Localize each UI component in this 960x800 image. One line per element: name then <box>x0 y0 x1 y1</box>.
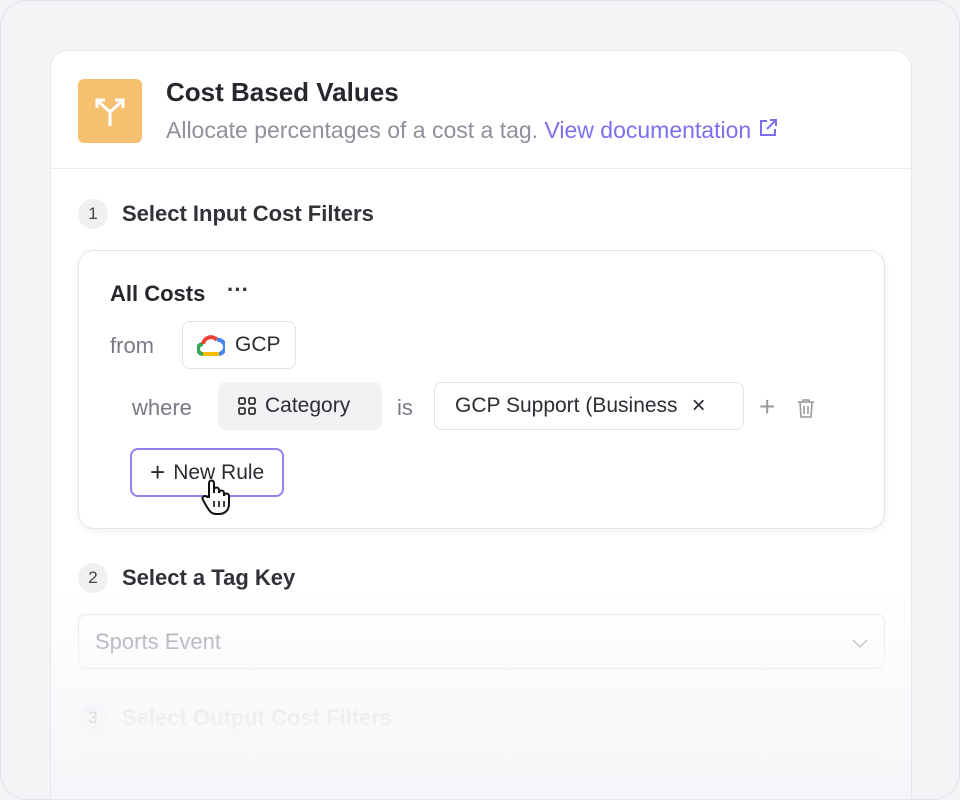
step-number: 2 <box>78 563 108 593</box>
plus-icon: + <box>150 457 166 487</box>
hand-cursor-icon <box>201 479 230 515</box>
step-1-heading: 1 Select Input Cost Filters <box>78 199 374 229</box>
field-select[interactable]: Category <box>218 382 382 430</box>
doc-link-text: View documentation <box>544 117 752 143</box>
page-subtitle: Allocate percentages of a cost a tag. Vi… <box>166 117 778 144</box>
tag-key-select[interactable]: Sports Event <box>78 614 885 669</box>
more-options-button[interactable]: ··· <box>227 277 249 302</box>
step-2-heading: 2 Select a Tag Key <box>78 563 295 593</box>
step-title: Select Output Cost Filters <box>122 705 393 730</box>
new-rule-label: New Rule <box>173 460 265 484</box>
step-title: Select a Tag Key <box>122 565 296 590</box>
value-select[interactable]: GCP Support (Business × <box>434 382 744 430</box>
chevron-down-icon <box>852 629 868 655</box>
subtitle-text: Allocate percentages of a cost a tag. <box>166 117 539 143</box>
field-label: Category <box>265 394 351 417</box>
tag-key-value: Sports Event <box>95 628 221 654</box>
card-header: Cost Based Values Allocate percentages o… <box>51 51 911 169</box>
cost-based-values-card: Cost Based Values Allocate percentages o… <box>50 50 912 800</box>
input-filter-box: All Costs ··· from GCP where Category is… <box>78 250 885 529</box>
split-arrows-icon <box>78 79 142 143</box>
page-title: Cost Based Values <box>166 77 399 107</box>
step-number: 1 <box>78 199 108 229</box>
where-label: where <box>132 395 192 420</box>
trash-icon[interactable] <box>797 398 815 418</box>
filter-title: All Costs <box>110 281 206 306</box>
remove-value-icon[interactable]: × <box>691 392 706 419</box>
step-number: 3 <box>78 703 108 733</box>
gcp-logo-icon <box>197 335 225 356</box>
add-condition-button[interactable]: + <box>759 391 776 422</box>
external-link-icon <box>759 119 777 136</box>
view-documentation-link[interactable]: View documentation <box>544 117 777 143</box>
provider-select[interactable]: GCP <box>182 321 296 369</box>
from-label: from <box>110 333 154 358</box>
step-title: Select Input Cost Filters <box>122 201 374 226</box>
is-label: is <box>397 395 413 420</box>
value-label: GCP Support (Business <box>455 394 678 417</box>
step-3-heading: 3 Select Output Cost Filters <box>78 703 392 733</box>
grid-icon <box>238 397 256 415</box>
output-filter-box <box>78 753 885 799</box>
provider-label: GCP <box>235 333 281 356</box>
